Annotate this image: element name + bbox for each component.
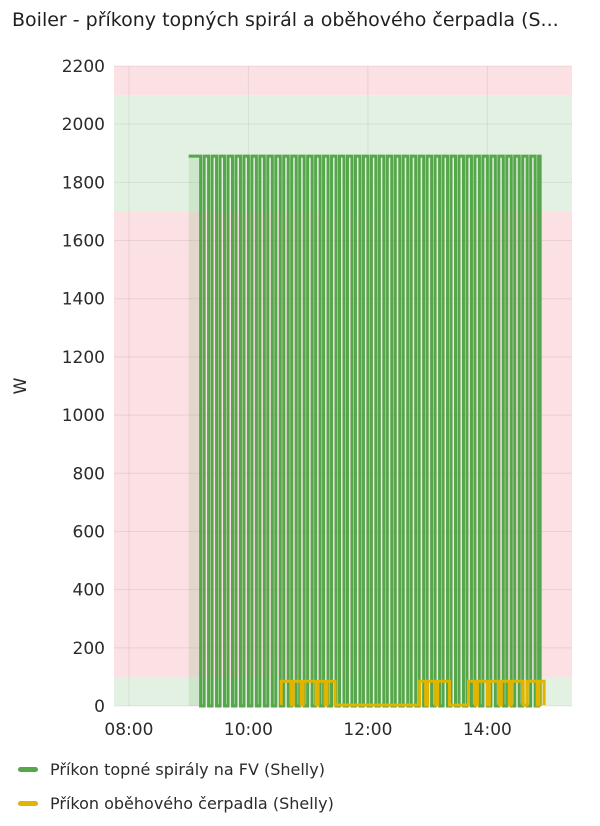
y-axis: 0 200 400 600 800 1000 1200 1400 1600 1800 2000 220… <box>62 57 105 717</box>
y-tick-label: 400 <box>73 581 105 601</box>
y-tick-label: 1600 <box>62 232 105 252</box>
x-tick-label: 12:00 <box>343 720 392 740</box>
chart[interactable]: 0 200 400 600 800 1000 1200 1400 1600 1800 2000 220… <box>0 0 600 745</box>
x-tick-label: 08:00 <box>104 720 153 740</box>
legend-label-heating: Příkon topné spirály na FV (Shelly) <box>50 759 325 779</box>
threshold-band <box>114 66 572 96</box>
legend-swatch-heating <box>18 766 38 772</box>
y-tick-label: 1000 <box>62 406 105 426</box>
series-line-pump[interactable] <box>279 679 546 707</box>
y-tick-label: 1200 <box>62 348 105 368</box>
y-tick-label: 1800 <box>62 173 105 193</box>
series-line-heating[interactable] <box>188 154 542 708</box>
legend-swatch-pump <box>18 800 38 806</box>
x-tick-label: 10:00 <box>224 720 273 740</box>
y-tick-label: 2000 <box>62 115 105 135</box>
y-tick-label: 800 <box>73 464 105 484</box>
y-tick-label: 0 <box>94 697 105 717</box>
legend: Příkon topné spirály na FV (Shelly) Přík… <box>18 752 334 820</box>
legend-item-heating[interactable]: Příkon topné spirály na FV (Shelly) <box>18 752 334 786</box>
y-axis-label: W <box>11 377 31 394</box>
series-area-heating <box>188 156 201 706</box>
x-tick-label: 14:00 <box>463 720 512 740</box>
y-tick-label: 600 <box>73 522 105 542</box>
legend-label-pump: Příkon oběhového čerpadla (Shelly) <box>50 793 334 813</box>
legend-item-pump[interactable]: Příkon oběhového čerpadla (Shelly) <box>18 786 334 820</box>
y-tick-label: 1400 <box>62 290 105 310</box>
y-tick-label: 200 <box>73 639 105 659</box>
y-tick-label: 2200 <box>62 57 105 77</box>
panel-title: Boiler - příkony topných spirál a oběhov… <box>12 9 559 31</box>
series-lines <box>188 154 546 708</box>
x-axis: 08:00 10:00 12:00 14:00 <box>104 720 511 740</box>
